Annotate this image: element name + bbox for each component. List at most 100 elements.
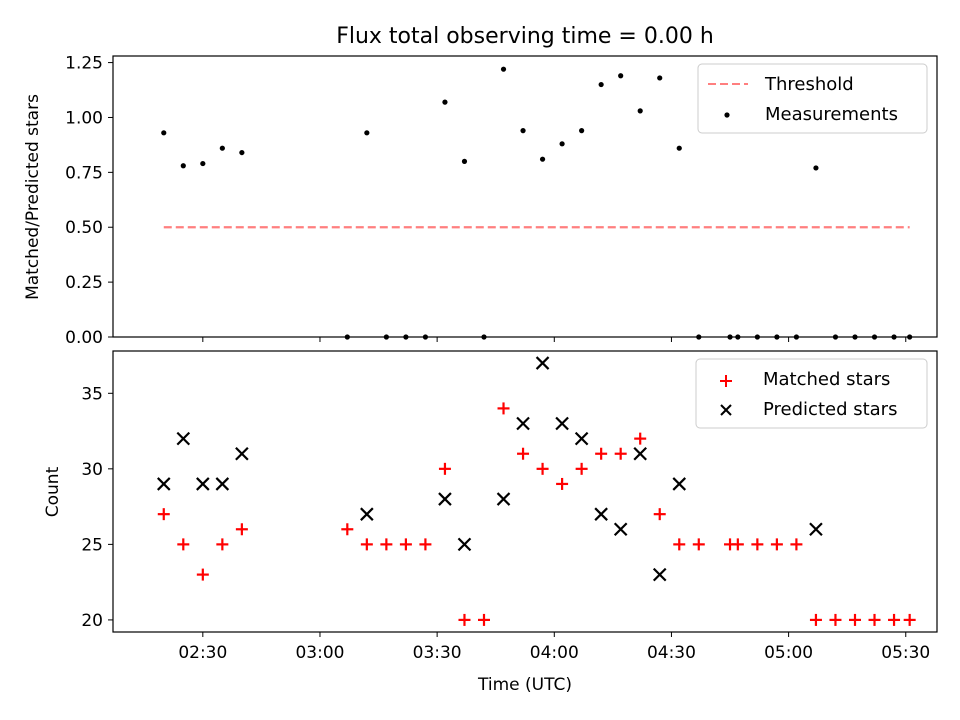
matched-star-point <box>477 613 490 626</box>
x-tick-label: 05:00 <box>764 643 813 663</box>
matched-star-point <box>341 523 354 536</box>
measurement-point <box>579 128 585 134</box>
matched-star-point <box>595 447 608 460</box>
predicted-star-point <box>672 477 687 491</box>
matched-star-point <box>458 613 471 626</box>
measurement-point <box>239 149 245 156</box>
top-legend: Threshold Measurements <box>697 63 928 134</box>
legend-matched-label: Matched stars <box>763 369 890 390</box>
measurement-point <box>539 156 546 162</box>
bottom-y-tick-label: 25 <box>81 535 103 555</box>
measurement-point <box>180 163 186 169</box>
x-tick-label: 05:30 <box>881 643 930 663</box>
predicted-star-point <box>457 537 472 552</box>
predicted-star-point <box>633 446 647 461</box>
matched-star-point <box>157 508 170 521</box>
x-tick-label: 03:30 <box>413 643 462 663</box>
predicted-star-point <box>156 477 171 491</box>
measurement-point <box>364 130 370 136</box>
measurement-point <box>200 160 206 167</box>
predicted-star-b <box>176 431 191 446</box>
matched-star-point <box>497 402 510 415</box>
measurement-point <box>598 81 604 88</box>
predicted-star-b <box>809 522 823 537</box>
predicted-star-b <box>516 416 530 431</box>
matched-star-point <box>692 538 705 551</box>
measurement-point <box>403 334 409 340</box>
predicted-star-point <box>196 477 210 491</box>
measurement-point <box>618 73 624 79</box>
predicted-star-b <box>574 431 589 446</box>
matched-star-point <box>888 613 901 626</box>
top-axes-frame <box>112 55 938 338</box>
measurement-point <box>657 75 663 81</box>
predicted-star-b <box>613 522 628 537</box>
measurement-point <box>481 334 487 340</box>
top-x-ticks <box>202 337 907 342</box>
predicted-star-point <box>360 507 374 521</box>
matched-star-point <box>868 613 881 626</box>
predicted-star-b <box>215 477 230 491</box>
measurement-point <box>891 334 897 340</box>
measurement-point <box>696 334 702 340</box>
measurement-point <box>727 334 733 340</box>
matched-star-point <box>196 568 209 581</box>
measurement-point <box>383 334 389 340</box>
bottom-x-ticks: 02:30 03:00 03:30 04:00 04:30 05:00 05:30 <box>178 632 930 663</box>
bottom-y-tick-label: 20 <box>81 611 103 631</box>
matched-star-point <box>614 447 627 460</box>
top-plot-area <box>161 66 913 340</box>
flux-ratio-panel: Flux total observing time = 0.00 h 0.000… <box>23 24 938 348</box>
measurement-point <box>559 141 565 147</box>
measurement-point <box>793 334 800 340</box>
matched-star-point <box>177 538 190 551</box>
predicted-star-b <box>156 477 171 491</box>
bottom-y-ticks: 20 25 30 35 <box>81 384 113 631</box>
predicted-star-point <box>613 522 628 537</box>
predicted-star-point <box>215 477 230 491</box>
predicted-star-point <box>496 492 511 506</box>
x-tick-label: 02:30 <box>178 643 227 663</box>
top-y-tick-label: 1.00 <box>65 108 103 128</box>
bottom-plot-area <box>156 356 916 626</box>
matched-star-point <box>517 447 530 460</box>
bottom-y-tick-label: 35 <box>81 384 103 404</box>
measurement-point <box>500 66 507 72</box>
predicted-star-b <box>360 507 374 521</box>
bottom-y-axis-label: Count <box>43 466 63 517</box>
matched-star-point <box>536 462 549 475</box>
measurement-point <box>832 334 839 340</box>
predicted-star-point <box>555 416 569 431</box>
legend-predicted-label: Predicted stars <box>763 399 897 420</box>
measurement-point <box>852 334 858 340</box>
top-y-tick-label: 1.25 <box>65 54 103 74</box>
top-y-ticks: 0.00 0.25 0.50 0.75 1.00 1.25 <box>65 54 113 348</box>
matched-star-point <box>216 538 229 551</box>
top-y-tick-label: 0.00 <box>65 328 103 348</box>
matched-star-point <box>438 462 451 475</box>
predicted-star-point <box>809 522 823 537</box>
matched-star-point <box>770 538 783 551</box>
legend-measurements-label: Measurements <box>765 104 898 125</box>
predicted-star-point <box>438 492 452 506</box>
predicted-star-point <box>535 356 550 370</box>
legend-threshold-label: Threshold <box>764 74 854 95</box>
predicted-star-b <box>196 477 210 491</box>
chart-title: Flux total observing time = 0.00 h <box>336 24 714 49</box>
matched-star-point <box>235 523 248 536</box>
measurement-point <box>637 108 643 114</box>
measurement-point <box>871 334 878 340</box>
matched-star-point <box>556 477 569 490</box>
matched-star-point <box>634 432 647 445</box>
measurement-point <box>813 165 819 171</box>
x-tick-label: 04:00 <box>530 643 579 663</box>
bottom-axes-frame <box>112 350 938 633</box>
predicted-star-b <box>672 477 687 491</box>
measurement-point <box>774 334 780 340</box>
measurement-point <box>676 145 682 151</box>
predicted-star-b <box>457 537 472 552</box>
predicted-star-point <box>652 567 667 582</box>
measurement-point <box>461 158 468 164</box>
top-legend-box <box>697 63 928 134</box>
